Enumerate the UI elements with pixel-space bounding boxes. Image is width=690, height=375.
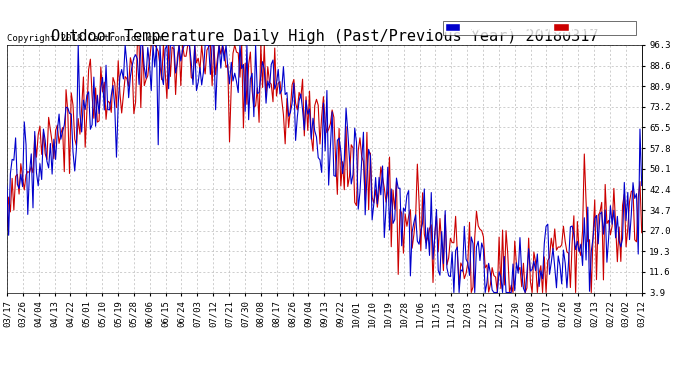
Text: Copyright 2018 Cartronics.com: Copyright 2018 Cartronics.com — [7, 33, 163, 42]
Legend: Previous  (°F), Past  (°F): Previous (°F), Past (°F) — [443, 21, 636, 35]
Title: Outdoor Temperature Daily High (Past/Previous Year) 20180317: Outdoor Temperature Daily High (Past/Pre… — [50, 29, 598, 44]
